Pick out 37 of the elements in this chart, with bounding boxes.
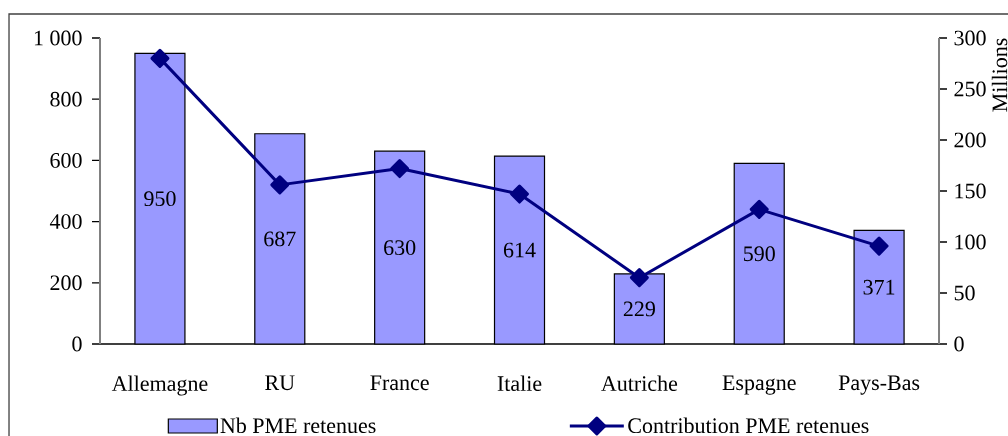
y2-tick-label: 150	[955, 183, 986, 199]
data-label: 687	[264, 231, 296, 247]
point	[150, 48, 170, 68]
x-tick-label: Italie	[497, 375, 542, 391]
data-label: 590	[744, 246, 775, 262]
data-label: 371	[863, 279, 895, 295]
data-label: 229	[623, 301, 655, 317]
y-tick-label: 400	[49, 214, 82, 230]
x-tick-label: Autriche	[601, 375, 678, 391]
data-label: 630	[384, 240, 416, 256]
y-tick-label: 200	[50, 275, 82, 291]
x-tick-label: Allemagne	[111, 375, 208, 396]
y-tick-label: 1 000	[34, 30, 82, 46]
point	[629, 268, 649, 288]
y-tick-label: 800	[50, 91, 82, 107]
y2-tick-label: 250	[954, 81, 986, 97]
legend-label: Nb PME retenues	[220, 417, 376, 434]
point	[510, 184, 529, 204]
y2-tick-label: 200	[954, 132, 986, 148]
y2-tick-label: 100	[955, 234, 986, 250]
data-label: 614	[503, 242, 536, 258]
y-tick-label: 600	[50, 152, 82, 168]
point	[749, 199, 769, 219]
x-tick-label: France	[370, 375, 429, 391]
x-tick-label: RU	[265, 375, 295, 391]
y-tick-label: 0	[72, 336, 82, 352]
x-tick-label: Espagne	[722, 375, 796, 395]
y2-tick-label: 50	[954, 285, 975, 301]
y2-tick-label: 0	[954, 336, 964, 352]
y2-axis-title: Millions	[991, 38, 1008, 112]
y2-tick-label: 300	[954, 30, 986, 46]
point	[270, 175, 290, 195]
data-label: 950	[144, 191, 176, 207]
point	[869, 236, 889, 256]
point	[390, 159, 410, 179]
x-tick-label: Pays-Bas	[838, 375, 920, 395]
legend-label: Contribution PME retenues	[628, 417, 869, 434]
